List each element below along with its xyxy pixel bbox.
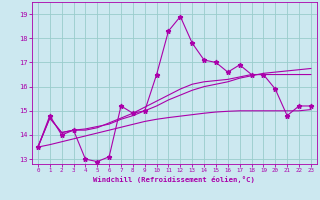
X-axis label: Windchill (Refroidissement éolien,°C): Windchill (Refroidissement éolien,°C)	[93, 176, 255, 183]
